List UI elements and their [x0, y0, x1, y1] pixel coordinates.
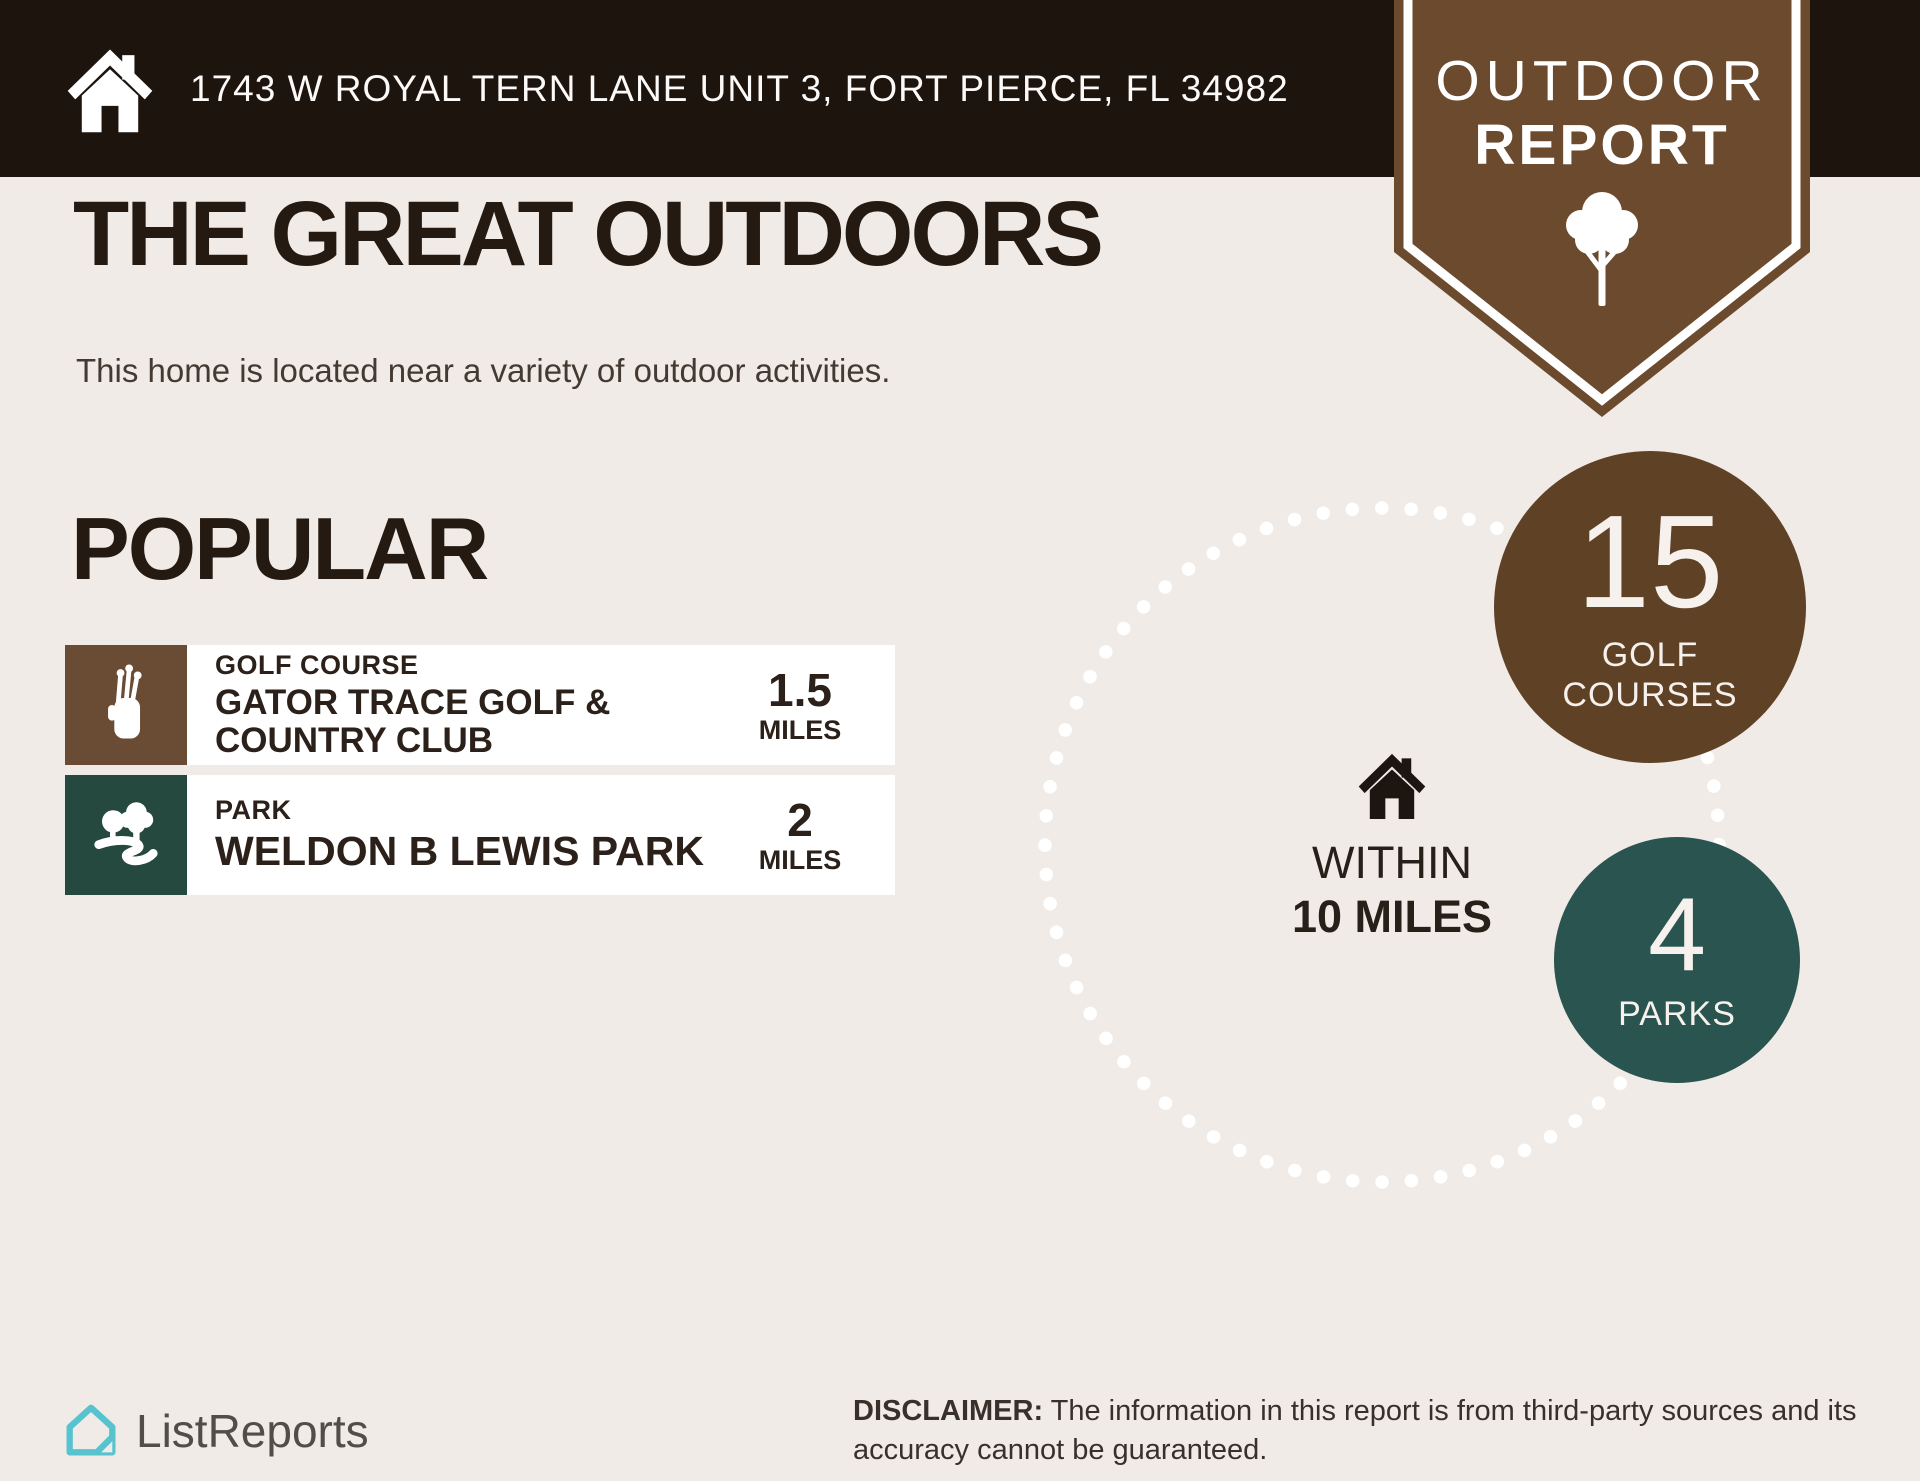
- distance-unit: MILES: [758, 714, 842, 745]
- distance-value: 1.5: [768, 663, 832, 716]
- list-item-content: PARK WELDON B LEWIS PARK 2 MILES: [187, 775, 895, 895]
- stat-value: 4: [1648, 876, 1706, 993]
- list-item-golf-course: GOLF COURSE GATOR TRACE GOLF & COUNTRY C…: [65, 645, 895, 765]
- badge-title-line1: OUTDOOR: [1435, 49, 1769, 113]
- disclaimer-text: The information in this report is from t…: [853, 1395, 1857, 1467]
- item-category: PARK: [215, 795, 292, 826]
- badge-title-line2: REPORT: [1474, 113, 1730, 177]
- tree-icon: [1566, 192, 1638, 306]
- item-name: GATOR TRACE GOLF & COUNTRY CLUB: [215, 682, 611, 760]
- item-name: WELDON B LEWIS PARK: [215, 828, 704, 875]
- item-distance: 1.5 MILES: [720, 667, 880, 744]
- page-subtitle: This home is located near a variety of o…: [76, 352, 891, 389]
- item-category: GOLF COURSE: [215, 649, 419, 680]
- house-icon: [1358, 753, 1426, 820]
- outdoor-report-badge: OUTDOOR REPORT: [1392, 0, 1812, 420]
- golf-tile: [65, 645, 187, 765]
- disclaimer-label: DISCLAIMER:: [853, 1395, 1044, 1427]
- popular-list: GOLF COURSE GATOR TRACE GOLF & COUNTRY C…: [65, 645, 895, 905]
- popular-heading: POPULAR: [71, 499, 489, 598]
- list-item-park: PARK WELDON B LEWIS PARK 2 MILES: [65, 775, 895, 895]
- stat-label: PARKS: [1618, 995, 1736, 1034]
- stat-label-line2: COURSES: [1562, 675, 1738, 714]
- property-address: 1743 W ROYAL TERN LANE UNIT 3, FORT PIER…: [190, 67, 1289, 109]
- golf-bag-icon: [108, 664, 142, 739]
- item-distance: 2 MILES: [720, 797, 880, 874]
- within-label: WITHIN: [1312, 837, 1472, 888]
- stat-value: 15: [1576, 488, 1724, 636]
- distance-value: 2: [787, 793, 813, 846]
- page-title: THE GREAT OUTDOORS: [73, 183, 1104, 285]
- park-tile: [65, 775, 187, 895]
- home-icon: [67, 49, 153, 132]
- brand-name: ListReports: [136, 1405, 369, 1457]
- radius-value: 10 MILES: [1291, 891, 1493, 942]
- parks-stat-circle: 4 PARKS: [1554, 837, 1800, 1083]
- golf-courses-stat-circle: 15 GOLF COURSES: [1494, 451, 1806, 763]
- disclaimer: DISCLAIMER: The information in this repo…: [853, 1392, 1863, 1470]
- list-item-content: GOLF COURSE GATOR TRACE GOLF & COUNTRY C…: [187, 645, 895, 765]
- stat-label: GOLF COURSES: [1562, 635, 1737, 715]
- stat-label-line1: GOLF: [1601, 635, 1699, 674]
- park-trees-icon: [94, 802, 158, 866]
- listreports-logo-icon: [66, 1404, 116, 1456]
- radius-label-block: WITHIN 10 MILES: [1242, 748, 1542, 943]
- distance-unit: MILES: [758, 844, 842, 875]
- listreports-brand: ListReports: [60, 1400, 369, 1462]
